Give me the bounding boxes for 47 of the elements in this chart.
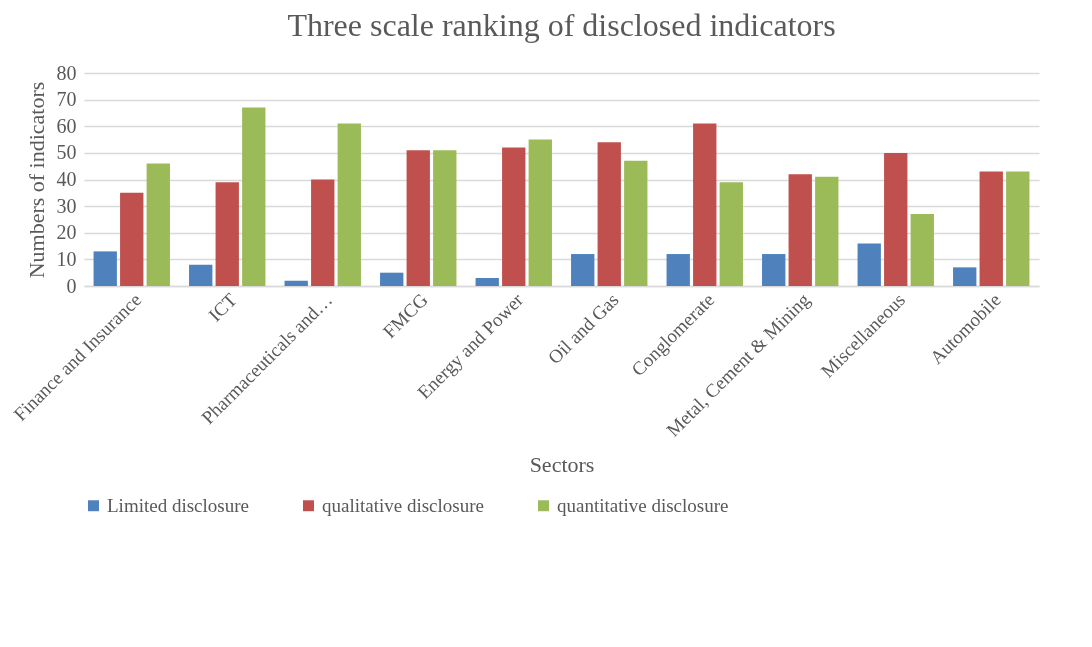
bar: [762, 254, 786, 286]
bar: [571, 254, 595, 286]
bar: [979, 171, 1003, 286]
bar: [189, 264, 213, 286]
y-tick-label: 60: [56, 114, 77, 137]
bar: [666, 254, 690, 286]
bar: [719, 182, 743, 286]
bar: [433, 150, 457, 286]
bar: [475, 278, 499, 286]
bar: [693, 123, 717, 286]
bar: [788, 174, 812, 286]
bar: [857, 243, 881, 286]
bar: [93, 251, 117, 286]
bar: [597, 142, 621, 286]
bar: [528, 139, 552, 286]
x-tick-label: ICT: [204, 288, 241, 326]
y-tick-label: 30: [56, 194, 77, 217]
y-tick-label: 10: [56, 247, 77, 270]
bar: [910, 214, 934, 286]
bar: [146, 163, 170, 286]
legend-label: qualitative disclosure: [322, 494, 484, 516]
bar: [624, 160, 648, 286]
y-tick-label: 40: [56, 168, 77, 190]
bar: [337, 123, 361, 286]
chart-title: Three scale ranking of disclosed indicators: [287, 7, 836, 43]
y-tick-label: 70: [56, 88, 77, 111]
legend-label: quantitative disclosure: [557, 494, 729, 516]
y-tick-label: 20: [56, 221, 77, 244]
y-axis-title: Numbers of indicators: [23, 81, 49, 279]
x-axis-title: Sectors: [529, 451, 595, 477]
bar: [242, 107, 266, 286]
bar: [884, 152, 908, 286]
bar: [953, 267, 977, 286]
bar: [815, 176, 839, 286]
bar: [120, 192, 144, 286]
bar: [380, 272, 404, 286]
x-tick-label: Oil and Gas: [543, 289, 623, 369]
bar: [1006, 171, 1030, 286]
y-tick-label: 0: [66, 274, 77, 297]
bar: [215, 182, 239, 286]
legend-label: Limited disclosure: [107, 494, 249, 516]
bar: [406, 150, 430, 286]
bar: [311, 179, 335, 286]
bar: [502, 147, 526, 286]
y-tick-label: 80: [56, 61, 77, 84]
y-tick-label: 50: [56, 141, 77, 164]
bar: [284, 280, 308, 286]
